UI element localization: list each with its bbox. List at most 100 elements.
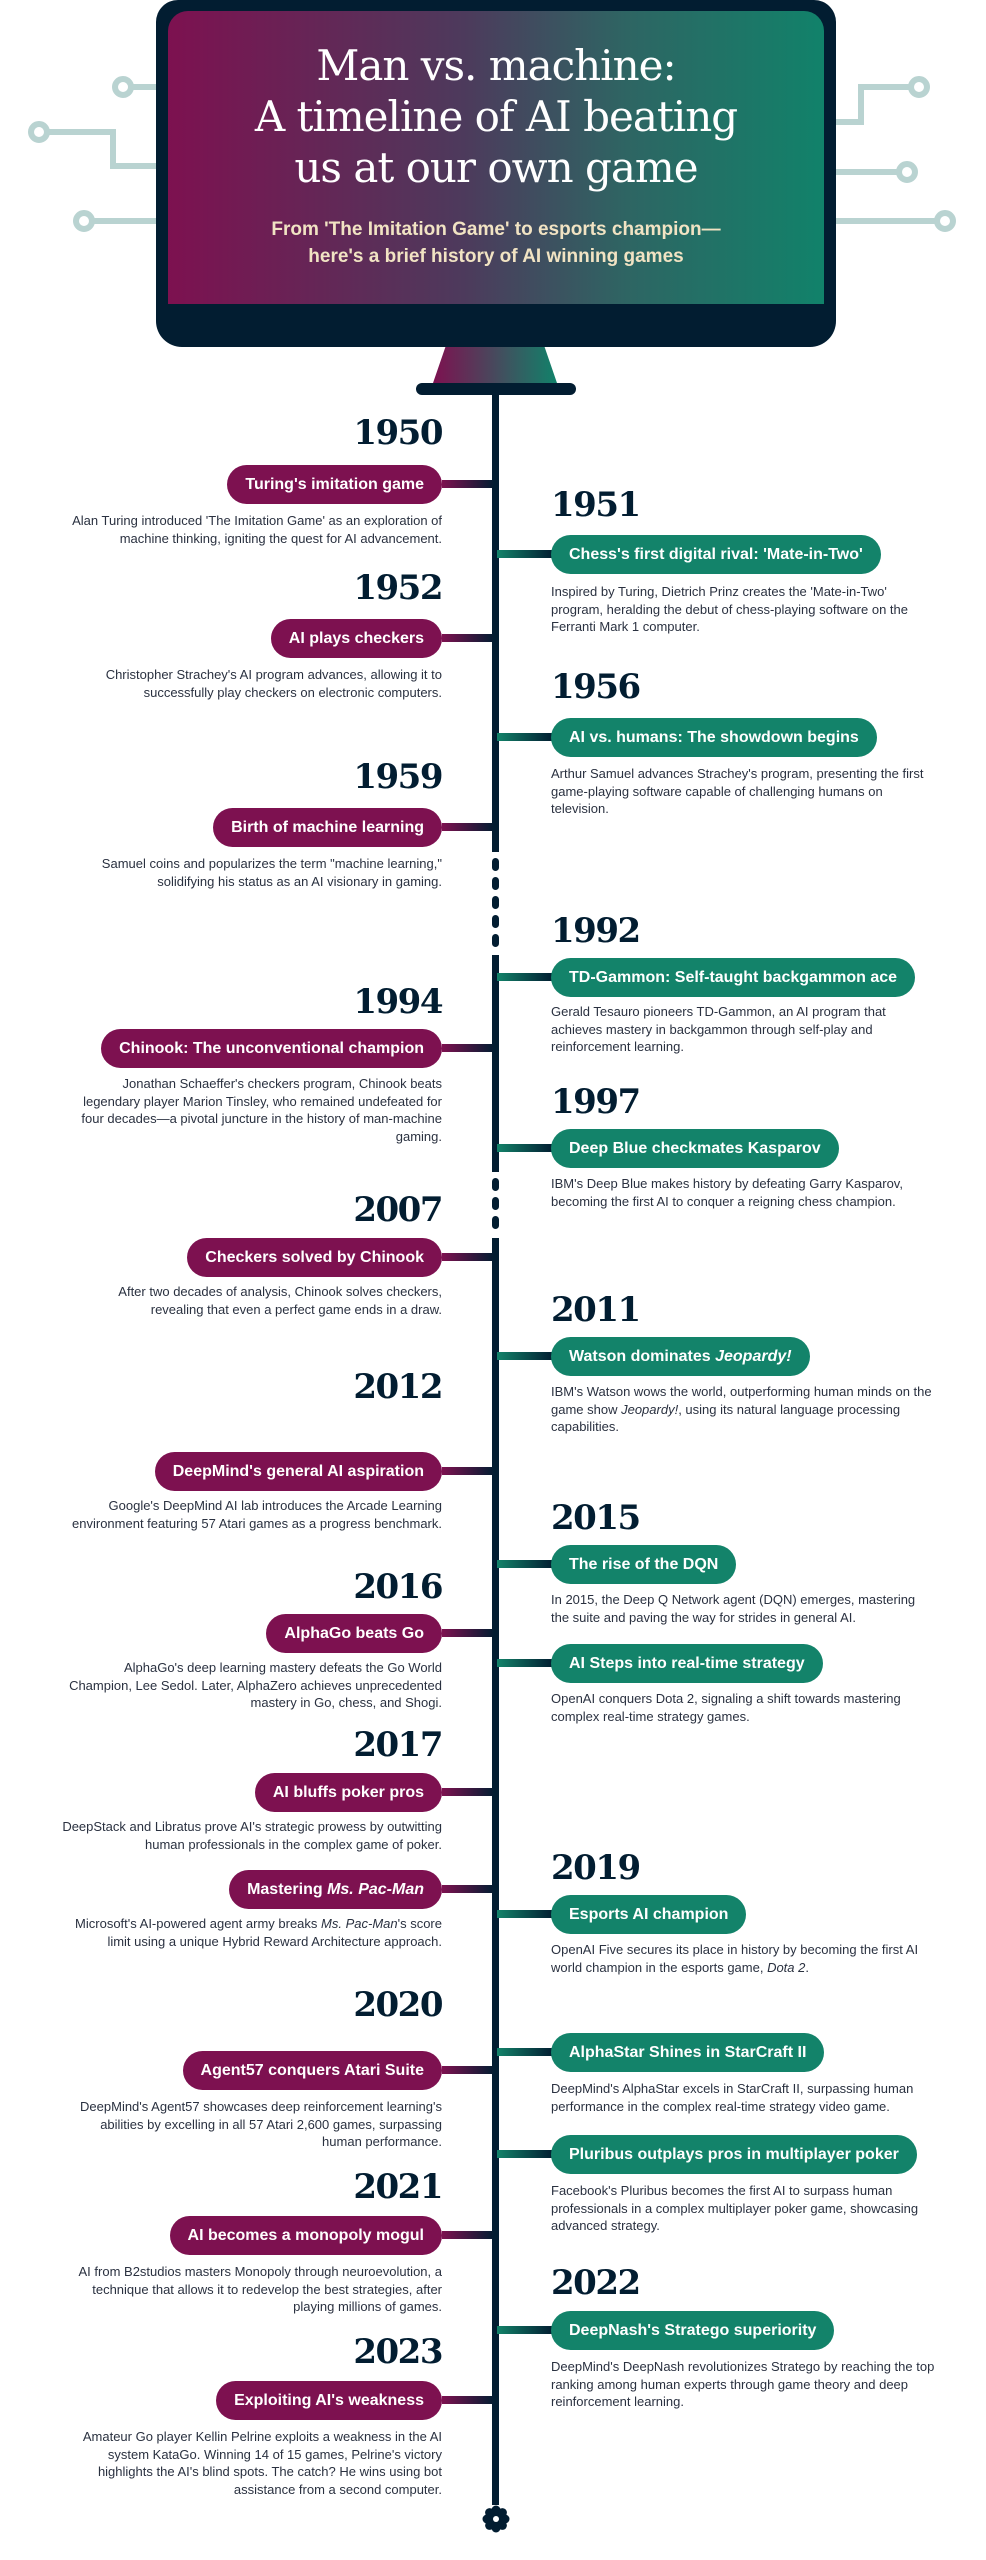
event-year: 1997 (551, 1082, 641, 1122)
text-segment: DeepMind's Agent57 showcases deep reinfo… (80, 2099, 442, 2149)
event-year: 1952 (353, 568, 443, 608)
event-year: 2022 (551, 2263, 641, 2303)
event-description: Arthur Samuel advances Strachey's progra… (551, 765, 936, 818)
text-segment: AI becomes a monopoly mogul (187, 2226, 424, 2244)
event-description: Gerald Tesauro pioneers TD-Gammon, an AI… (551, 1003, 936, 1056)
text-segment: Mastering (247, 1880, 328, 1898)
event-year: 1994 (353, 982, 443, 1022)
text-segment: OpenAI Five secures its place in history… (551, 1942, 919, 1975)
text-segment: AI from B2studios masters Monopoly throu… (78, 2264, 442, 2314)
event-title-pill: AI plays checkers (270, 618, 442, 658)
text-segment: Samuel coins and popularizes the term "m… (101, 856, 442, 889)
text-segment: AI bluffs poker pros (272, 1783, 424, 1801)
timeline-line (492, 395, 499, 852)
text-segment: AlphaStar Shines in StarCraft II (569, 2043, 807, 2061)
connector (497, 1659, 553, 1667)
event-description: Microsoft's AI-powered agent army breaks… (62, 1915, 442, 1950)
event-year: 1951 (551, 485, 641, 525)
gear-icon (482, 2505, 510, 2533)
page-title: Man vs. machine: A timeline of AI beatin… (168, 40, 824, 193)
connector (442, 634, 494, 642)
event-title-pill: DeepNash's Stratego superiority (551, 2310, 835, 2350)
text-segment: Exploiting AI's weakness (234, 2391, 424, 2409)
event-year: 1959 (353, 757, 443, 797)
timeline-dash (492, 858, 499, 871)
event-title-pill: Pluribus outplays pros in multiplayer po… (551, 2134, 917, 2174)
text-segment: Jeopardy! (715, 1347, 792, 1365)
text-segment: Chess's first digital rival: 'Mate-in-Tw… (569, 545, 863, 563)
connector (442, 823, 494, 831)
event-year: 2007 (353, 1190, 443, 1230)
event-title-pill: DeepMind's general AI aspiration (154, 1451, 442, 1491)
event-description: Facebook's Pluribus becomes the first AI… (551, 2182, 936, 2235)
event-description: AlphaGo's deep learning mastery defeats … (62, 1659, 442, 1712)
event-title-pill: Turing's imitation game (227, 464, 442, 504)
event-description: DeepStack and Libratus prove AI's strate… (62, 1818, 442, 1853)
text-segment: IBM's Watson wows the world, outperformi… (551, 1384, 932, 1417)
monitor-stand (433, 347, 557, 383)
event-title-pill: Checkers solved by Chinook (187, 1237, 442, 1277)
event-description: Jonathan Schaeffer's checkers program, C… (62, 1075, 442, 1145)
connector (497, 973, 553, 981)
event-year: 2019 (551, 1848, 641, 1888)
timeline-dash (492, 896, 499, 909)
text-segment: AI plays checkers (288, 629, 424, 647)
connector (497, 1144, 553, 1152)
timeline-dash (492, 877, 499, 890)
event-title-pill: AI Steps into real-time strategy (551, 1643, 823, 1683)
text-segment: AI vs. humans: The showdown begins (569, 728, 859, 746)
event-year: 2017 (353, 1725, 443, 1765)
subtitle-line: here's a brief history of AI winning gam… (308, 246, 684, 267)
title-line: A timeline of AI beating (254, 92, 738, 141)
connector (442, 1788, 494, 1796)
text-segment: Arthur Samuel advances Strachey's progra… (551, 766, 924, 816)
text-segment: Watson dominates (569, 1347, 716, 1365)
connector (442, 2066, 494, 2074)
event-description: OpenAI conquers Dota 2, signaling a shif… (551, 1690, 936, 1725)
text-segment: OpenAI conquers Dota 2, signaling a shif… (551, 1691, 901, 1724)
connector (442, 1253, 494, 1261)
event-year: 2023 (353, 2332, 443, 2372)
circuit-decoration (28, 76, 956, 232)
connector (497, 550, 553, 558)
title-line: us at our own game (294, 143, 698, 192)
event-year: 1956 (551, 667, 641, 707)
connector (442, 1467, 494, 1475)
text-segment: In 2015, the Deep Q Network agent (DQN) … (551, 1592, 916, 1625)
text-segment: Jeopardy! (621, 1401, 679, 1417)
text-segment: Agent57 conquers Atari Suite (200, 2061, 424, 2079)
event-title-pill: Mastering Ms. Pac-Man (229, 1869, 442, 1909)
connector (442, 1044, 494, 1052)
event-description: Google's DeepMind AI lab introduces the … (62, 1497, 442, 1532)
event-description: DeepMind's Agent57 showcases deep reinfo… (62, 2098, 442, 2151)
event-title-pill: Exploiting AI's weakness (216, 2380, 442, 2420)
text-segment: DeepStack and Libratus prove AI's strate… (62, 1819, 442, 1852)
timeline-dash (492, 1197, 499, 1210)
text-segment: After two decades of analysis, Chinook s… (118, 1284, 442, 1317)
text-segment: TD-Gammon: Self-taught backgammon ace (569, 968, 898, 986)
connector (497, 2048, 553, 2056)
event-year: 1950 (353, 413, 443, 453)
event-year: 1992 (551, 911, 641, 951)
text-segment: DeepMind's AlphaStar excels in StarCraft… (551, 2081, 914, 2114)
timeline-line (492, 1238, 499, 2505)
event-description: DeepMind's AlphaStar excels in StarCraft… (551, 2080, 936, 2115)
page-subtitle: From 'The Imitation Game' to esports cha… (168, 216, 824, 270)
event-description: IBM's Deep Blue makes history by defeati… (551, 1175, 936, 1210)
subtitle-line: From 'The Imitation Game' to esports cha… (271, 219, 721, 240)
connector (497, 2326, 553, 2334)
connector (497, 733, 553, 741)
text-segment: DeepMind's DeepNash revolutionizes Strat… (551, 2359, 935, 2409)
event-description: Inspired by Turing, Dietrich Prinz creat… (551, 583, 936, 636)
text-segment: Birth of machine learning (231, 818, 424, 836)
text-segment: DeepMind's general AI aspiration (172, 1462, 424, 1480)
event-description: OpenAI Five secures its place in history… (551, 1941, 936, 1976)
event-year: 2011 (551, 1290, 641, 1330)
event-year: 2012 (353, 1367, 443, 1407)
connector (497, 1560, 553, 1568)
text-segment: AI Steps into real-time strategy (569, 1654, 805, 1672)
event-description: Alan Turing introduced 'The Imitation Ga… (62, 512, 442, 547)
event-year: 2016 (353, 1567, 443, 1607)
event-description: AI from B2studios masters Monopoly throu… (62, 2263, 442, 2316)
event-title-pill: TD-Gammon: Self-taught backgammon ace (551, 957, 916, 997)
